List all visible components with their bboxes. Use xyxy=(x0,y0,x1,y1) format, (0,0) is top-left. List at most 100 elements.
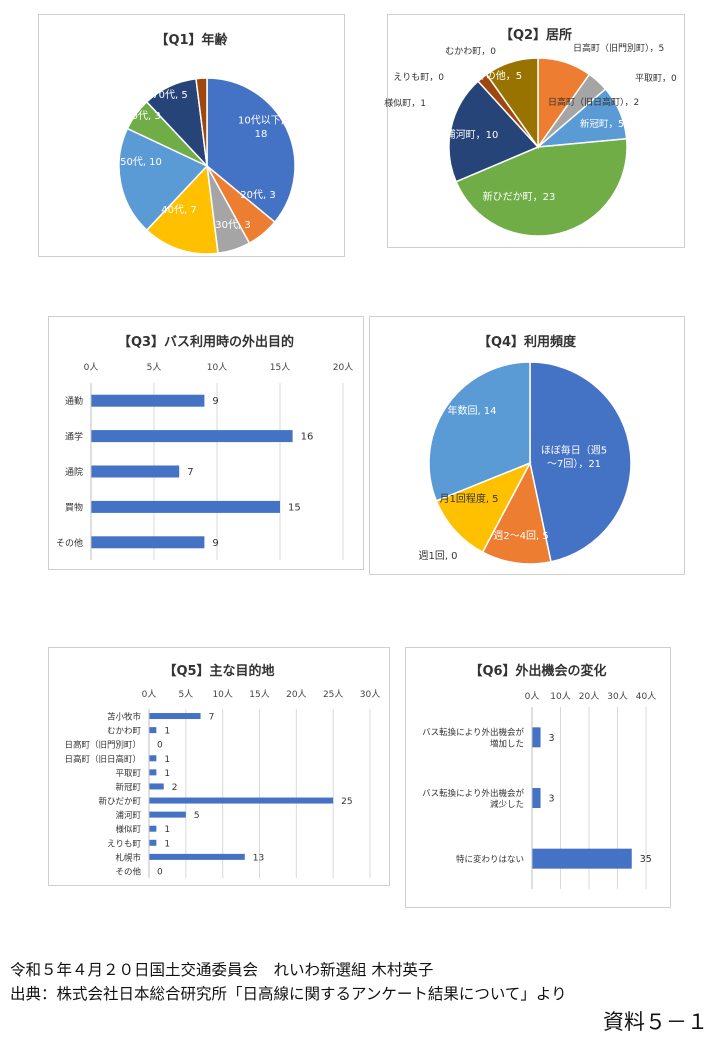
q2-data-label: 様似町，1 xyxy=(384,97,426,109)
q5-bar xyxy=(149,811,186,818)
q5-category-label: 新ひだか町 xyxy=(98,796,141,807)
q6-value-label: 35 xyxy=(640,854,652,865)
q5-bar xyxy=(149,797,334,804)
q1-data-label: 50代, 10 xyxy=(120,156,162,168)
document-number-label: 資料５－１ xyxy=(603,1010,708,1034)
q4-slice xyxy=(435,461,532,554)
q5-chart-panel: 【Q5】主な目的地 0人 5人 10人 15人 20人 25人 30人 苫小牧市 7 むかわ町 1 日… xyxy=(48,647,390,886)
q5-value-label: 7 xyxy=(209,713,215,723)
q5-bar xyxy=(149,839,157,846)
q1-slice xyxy=(195,77,208,167)
q4-slice xyxy=(428,361,531,502)
q6-bar xyxy=(532,727,541,748)
q1-slice xyxy=(206,77,296,224)
q5-category-label: 日高町（旧門別町） xyxy=(64,740,141,751)
q5-category-label: 日高町（旧日高町） xyxy=(64,754,141,765)
q3-value-label: 9 xyxy=(212,538,218,549)
q5-tick-label: 20人 xyxy=(286,689,306,700)
q6-tick-label: 40人 xyxy=(636,691,656,702)
q6-value-label: 3 xyxy=(549,733,555,744)
q5-category-label: 苫小牧市 xyxy=(107,712,142,723)
q2-data-label: むかわ町，0 xyxy=(445,46,496,57)
q5-bar xyxy=(149,769,157,776)
q4-data-label: 年数回, 14 xyxy=(447,404,496,417)
q6-category-label: 特に変わりはない xyxy=(456,854,524,865)
q3-value-label: 9 xyxy=(212,396,218,407)
q5-bar xyxy=(149,853,245,860)
q5-tick-label: 10人 xyxy=(212,689,232,700)
q5-value-label: 0 xyxy=(157,867,163,877)
q4-data-label: 週2〜4回, 5 xyxy=(493,530,548,542)
q5-value-label: 13 xyxy=(253,853,264,863)
q3-chart-title: 【Q3】バス利用時の外出目的 xyxy=(117,335,295,350)
q3-tick-label: 15人 xyxy=(270,362,290,373)
q1-data-label: 70代, 5 xyxy=(152,89,187,101)
q4-data-label: 月1回程度, 5 xyxy=(439,492,498,505)
q6-tick-label: 20人 xyxy=(579,691,599,702)
q5-chart-title: 【Q5】主な目的地 xyxy=(163,664,275,679)
q5-value-label: 1 xyxy=(164,727,170,737)
q1-data-label: 80代以上, 1 xyxy=(174,68,229,80)
q4-data-label: ほぼ毎日（週5 〜7回），21 xyxy=(541,443,607,470)
q3-tick-label: 10人 xyxy=(207,362,227,373)
q2-data-label: その他，5 xyxy=(476,69,522,82)
q1-pie-chart: 10代以下, 18 20代, 3 30代, 3 40代, 7 50代, 10 60代, 3 7… xyxy=(118,68,296,255)
q1-data-label: 10代以下, 18 xyxy=(238,114,284,140)
q3-bar xyxy=(91,465,180,478)
q5-value-label: 1 xyxy=(164,769,170,779)
q6-bar xyxy=(532,848,632,869)
q3-category-label: その他 xyxy=(56,537,83,549)
q1-data-label: 40代, 7 xyxy=(161,204,196,216)
q5-category-label: 札幌市 xyxy=(115,852,141,863)
q3-tick-label: 20人 xyxy=(333,362,353,373)
q5-tick-label: 0人 xyxy=(142,689,157,700)
q5-bar xyxy=(149,713,201,720)
q6-chart-title: 【Q6】外出機会の変化 xyxy=(469,664,607,679)
q5-value-label: 2 xyxy=(172,783,178,793)
q4-slice xyxy=(481,460,552,565)
q5-value-label: 1 xyxy=(164,755,170,765)
q3-tick-label: 5人 xyxy=(147,362,162,373)
q1-data-label: 60代, 3 xyxy=(125,110,160,122)
q6-value-label: 3 xyxy=(549,794,555,805)
q6-tick-label: 30人 xyxy=(607,691,627,702)
q2-data-label: えりも町，0 xyxy=(393,72,444,83)
q5-tick-label: 5人 xyxy=(178,689,193,700)
q2-data-label: 新ひだか町，23 xyxy=(483,190,556,203)
q2-pie-chart: 日高町（旧門別町），5 平取町，0 日高町（旧日高町），2 新冠町，5 新ひだか町，23… xyxy=(384,42,677,237)
q1-chart-panel: 【Q1】年齢 10代以下, 18 20代, 3 30代, 3 40代, 7 50代, 10… xyxy=(38,14,345,257)
q5-category-label: 浦河町 xyxy=(115,810,141,821)
q2-chart-title: 【Q2】居所 xyxy=(499,28,573,43)
q3-value-label: 7 xyxy=(187,467,193,478)
q5-category-label: 様似町 xyxy=(115,824,141,835)
q6-category-label: バス転換により外出機会が増加した xyxy=(422,727,524,749)
q3-tick-label: 0人 xyxy=(84,362,99,373)
footer-meeting-line: 令和５年４月２０日国土交通委員会 れいわ新選組 木村英子 xyxy=(10,961,434,979)
q4-chart-title: 【Q4】利用頻度 xyxy=(477,335,577,350)
q3-bar xyxy=(91,536,205,549)
q3-category-label: 通院 xyxy=(65,466,83,478)
q5-category-label: 新冠町 xyxy=(115,782,141,793)
q2-data-label: 浦河町，10 xyxy=(446,128,499,141)
q6-tick-label: 0人 xyxy=(525,691,540,702)
q5-value-label: 5 xyxy=(194,811,200,821)
q5-bar xyxy=(149,825,157,832)
q5-tick-label: 15人 xyxy=(249,689,269,700)
q6-tick-label: 10人 xyxy=(550,691,570,702)
q1-chart-title: 【Q1】年齢 xyxy=(155,33,228,48)
q3-category-label: 通勤 xyxy=(65,395,83,407)
q4-data-label: 週1回, 0 xyxy=(418,550,457,562)
q5-category-label: むかわ町 xyxy=(107,727,142,737)
q2-slice xyxy=(485,57,539,150)
q5-category-label: えりも町 xyxy=(107,839,142,849)
q6-chart-panel: 【Q6】外出機会の変化 0人 10人 20人 30人 40人バス転換により外出機会が増加… xyxy=(405,647,671,908)
q2-data-label: 日高町（旧門別町），5 xyxy=(573,42,664,54)
q1-data-label: 30代, 3 xyxy=(215,219,250,231)
q1-slice xyxy=(145,164,219,255)
q5-bar xyxy=(149,727,157,734)
q5-value-label: 1 xyxy=(164,839,170,849)
q3-value-label: 15 xyxy=(288,502,301,513)
q1-slice xyxy=(118,127,209,232)
